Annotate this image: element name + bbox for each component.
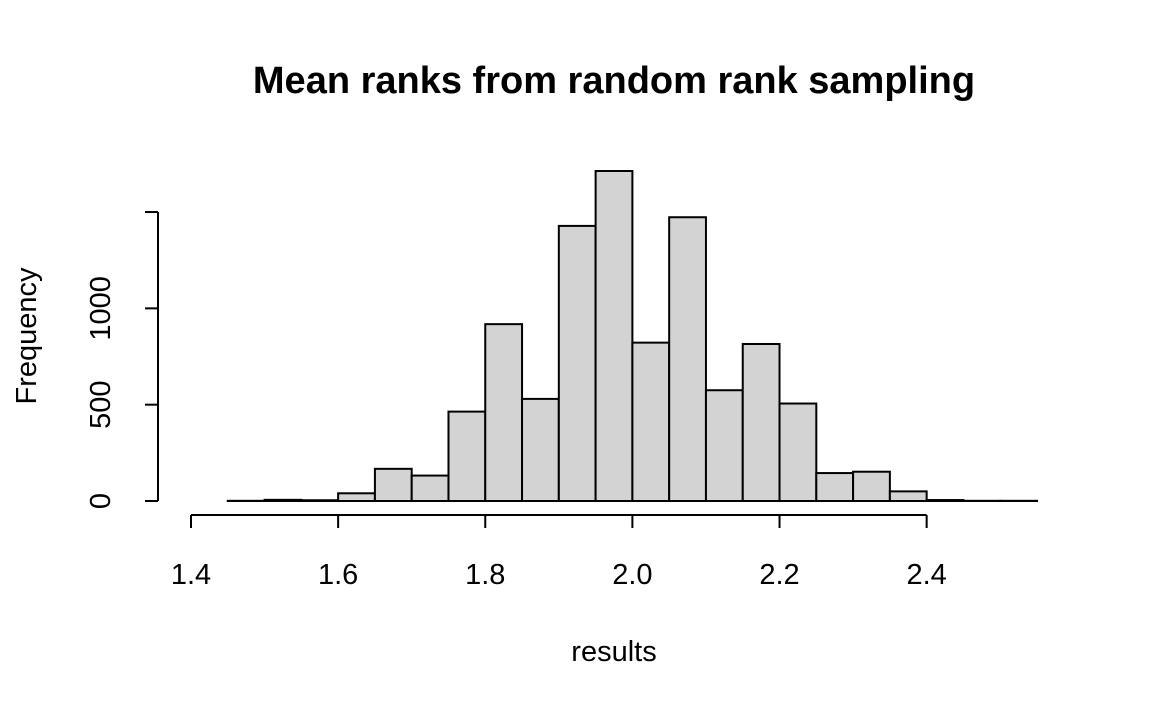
histogram-bar — [337, 492, 376, 502]
histogram-bar — [704, 389, 744, 503]
histogram-bar — [263, 498, 303, 503]
histogram-bar — [373, 467, 413, 502]
histogram-bar — [668, 216, 707, 502]
x-tick-label: 1.6 — [318, 559, 358, 591]
histogram-bar — [778, 402, 818, 502]
y-axis-label: Frequency — [11, 267, 43, 405]
histogram-bar — [447, 410, 487, 502]
histogram-bar — [557, 224, 597, 502]
histogram-bar — [594, 170, 634, 502]
histogram-bar — [300, 499, 340, 503]
histogram-bar — [521, 397, 560, 503]
x-tick-label: 2.4 — [906, 559, 946, 591]
x-axis: 1.4 1.6 1.8 2.0 2.2 2.4 — [171, 514, 947, 591]
x-tick-label: 2.0 — [612, 559, 652, 591]
histogram-bars — [226, 170, 1039, 503]
x-tick-label: 2.2 — [759, 559, 799, 591]
histogram-bar — [741, 342, 781, 502]
chart-title: Mean ranks from random rank sampling — [253, 60, 975, 102]
histogram-bar — [815, 472, 855, 503]
x-tick-label: 1.8 — [465, 559, 505, 591]
histogram-bar — [631, 341, 671, 502]
histogram-bar — [852, 470, 891, 503]
x-axis-label: results — [571, 636, 656, 668]
y-tick-label: 500 — [85, 380, 117, 428]
y-axis: 0 500 1000 — [85, 211, 159, 509]
histogram-bar — [410, 474, 450, 502]
histogram-bar — [925, 499, 965, 502]
histogram-bar — [888, 490, 928, 502]
y-tick-label: 0 — [85, 493, 117, 509]
y-tick-label: 1000 — [85, 276, 117, 341]
x-tick-label: 1.4 — [171, 559, 211, 591]
histogram-bar — [484, 323, 524, 503]
